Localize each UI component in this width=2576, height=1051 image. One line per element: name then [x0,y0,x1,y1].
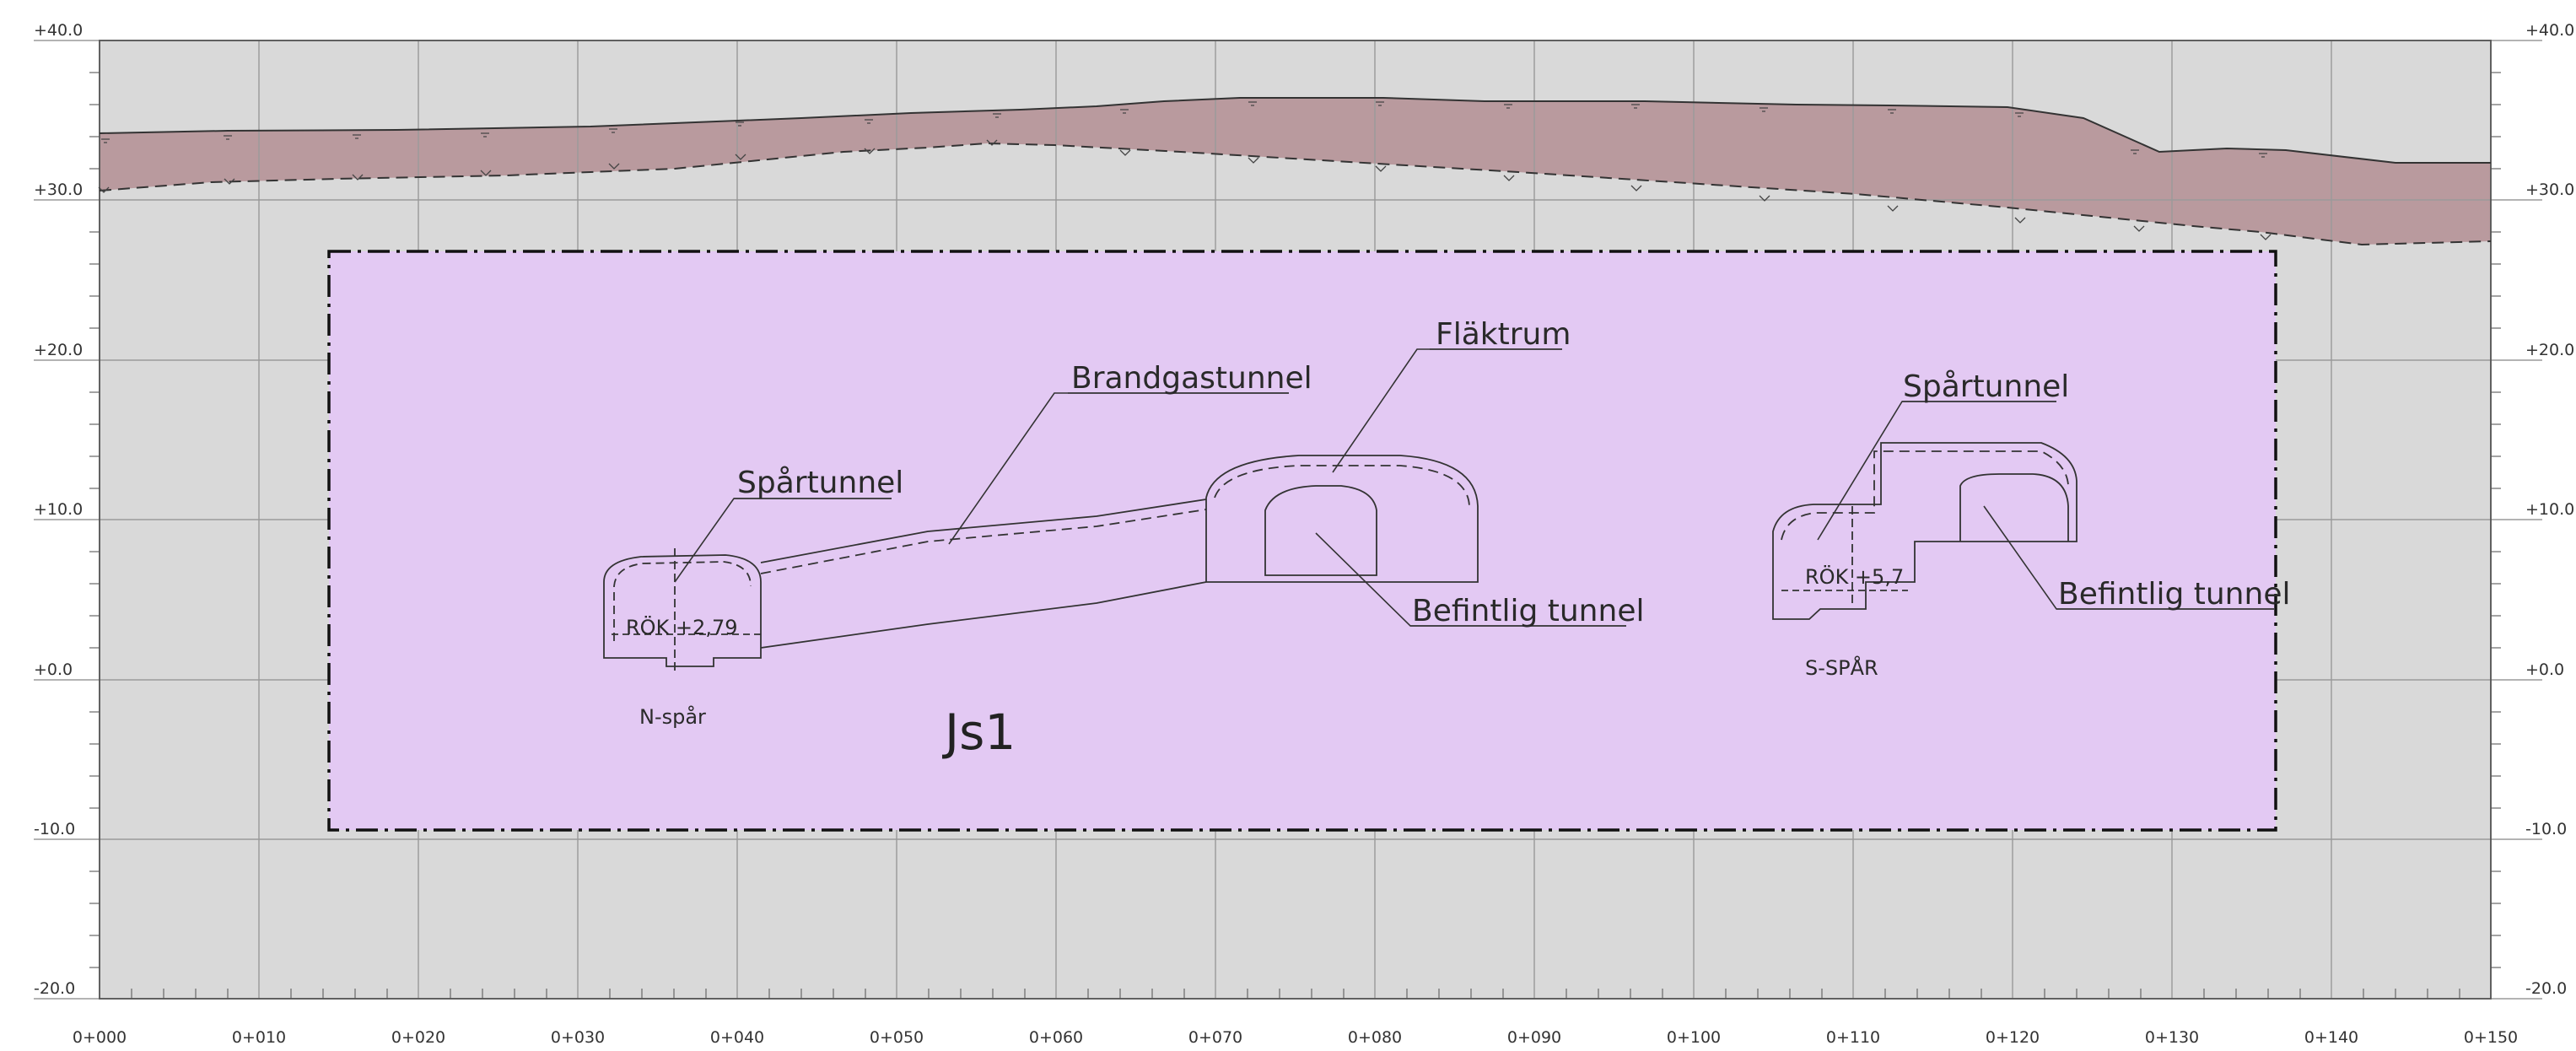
s-track-tunnel [1772,442,2078,620]
chainage-label: 0+060 [1029,1028,1083,1047]
chainage-label: 0+150 [2464,1028,2518,1047]
frame-ticks [89,72,2501,999]
elevation-label: +40.0 [2525,21,2574,40]
rok-label-n: RÖK +2,79 [626,615,737,639]
chainage-label: 0+040 [710,1028,764,1047]
chainage-label: 0+000 [73,1028,127,1047]
js1-zone [327,250,2277,832]
chainage-label: 0+080 [1348,1028,1402,1047]
elevation-label: +0.0 [34,660,73,679]
chainage-label: 0+120 [1986,1028,2040,1047]
n-track-tunnel [603,548,763,675]
soil-layer [100,98,2491,245]
elevation-label: +10.0 [34,500,83,519]
elevation-label: +30.0 [2525,181,2574,199]
elevation-label: -10.0 [34,820,75,838]
callout-brandgastunnel: Brandgastunnel [1071,361,1312,396]
flaktrum-shape [1205,455,1479,583]
chainage-label: 0+010 [232,1028,286,1047]
callout-spartunnel-s: Spårtunnel [1903,369,2069,404]
drawing-frame [99,40,2492,1000]
elevation-label: +30.0 [34,181,83,199]
chainage-label: 0+020 [391,1028,445,1047]
elevation-label: +20.0 [34,341,83,359]
chainage-label: 0+110 [1826,1028,1880,1047]
zone-label: Js1 [942,703,1016,761]
elevation-labels-right: +40.0 +30.0 +20.0 +10.0 +0.0 -10.0 -20.0 [2525,21,2574,998]
elevation-label: +40.0 [34,21,83,40]
terrain-line [99,97,2491,164]
brandgastunnel-shape [760,499,1207,649]
chainage-label: 0+050 [870,1028,924,1047]
callout-befintlig-tunnel-2: Befintlig tunnel [2058,577,2290,612]
chainage-label: 0+140 [2304,1028,2358,1047]
elevation-label: +0.0 [2525,660,2564,679]
elevation-label: -20.0 [2525,979,2567,998]
elevation-labels-left: +40.0 +30.0 +20.0 +10.0 +0.0 -10.0 -20.0 [34,21,83,998]
s-spar-label: S-SPÅR [1805,655,1878,680]
callout-spartunnel-n: Spårtunnel [737,466,903,500]
elevation-label: -10.0 [2525,820,2567,838]
chainage-label: 0+030 [551,1028,605,1047]
chainage-label: 0+070 [1188,1028,1242,1047]
terrain-markers [98,101,2272,240]
elevation-label: -20.0 [34,979,75,998]
elevation-label: +20.0 [2525,341,2574,359]
rock-surface-line [99,142,2492,246]
chainage-labels: 0+000 0+010 0+020 0+030 0+040 0+050 0+06… [73,1028,2518,1047]
n-spar-label: N-spår [639,704,706,729]
callout-befintlig-tunnel-1: Befintlig tunnel [1412,594,1644,628]
chainage-label: 0+090 [1507,1028,1561,1047]
rok-label-s: RÖK +5,7 [1805,564,1904,589]
chainage-label: 0+100 [1667,1028,1721,1047]
callout-flaktrum: Fläktrum [1436,317,1571,352]
chainage-label: 0+130 [2145,1028,2199,1047]
elevation-label: +10.0 [2525,500,2574,519]
callout-underlines [734,348,2274,627]
